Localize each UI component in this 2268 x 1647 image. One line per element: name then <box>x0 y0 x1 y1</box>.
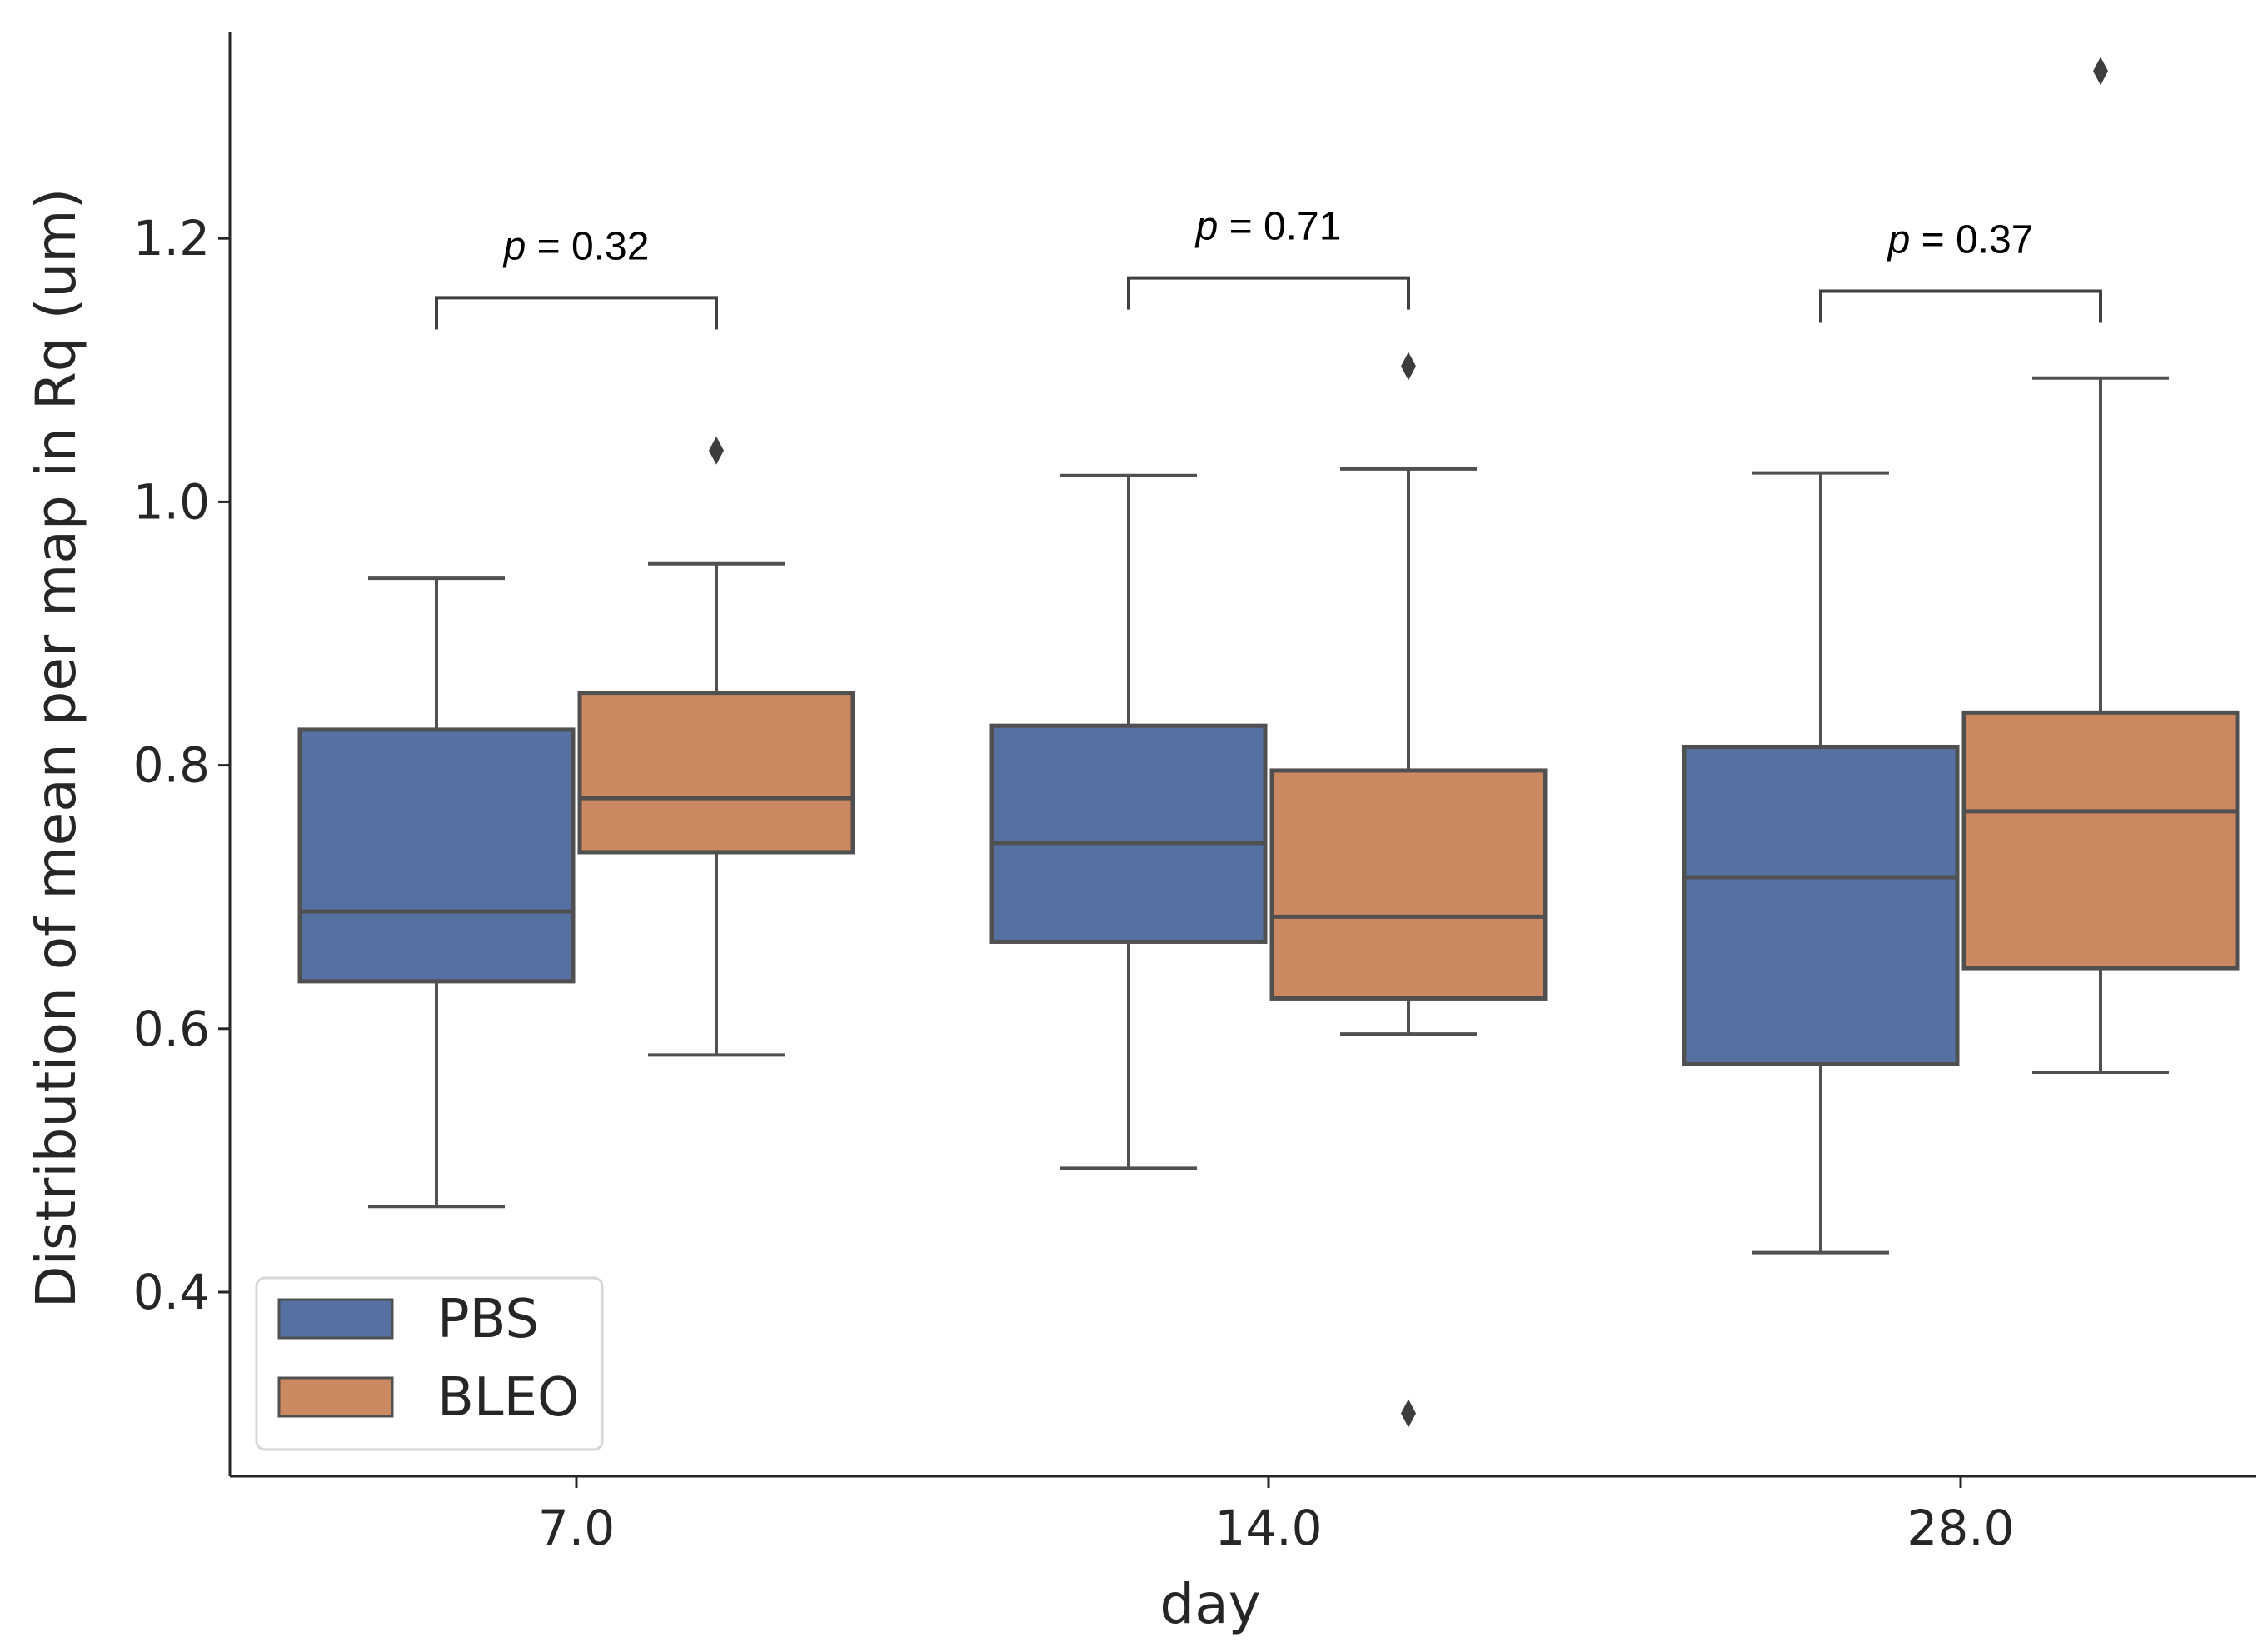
legend-swatch <box>277 1376 394 1418</box>
x-axis-title: day <box>1159 1572 1260 1636</box>
box-pbs-28.0 <box>1682 471 1960 1255</box>
outlier-marker <box>1401 352 1416 381</box>
p-value: = 0.71 <box>1218 205 1341 249</box>
box-iqr <box>1269 768 1548 1001</box>
box-iqr <box>577 691 855 855</box>
y-axis-title: Distribution of mean per map in Rq (um) <box>24 188 88 1309</box>
legend: PBS BLEO <box>255 1276 604 1451</box>
legend-swatch <box>277 1298 394 1340</box>
box-pbs-7.0 <box>297 576 576 1209</box>
box-pbs-14.0 <box>989 473 1268 1170</box>
x-tick-label: 7.0 <box>538 1500 615 1556</box>
y-tick-label: 1.0 <box>133 473 210 530</box>
significance-bracket-14.0: p = 0.71 <box>1127 205 1410 310</box>
axes: 0.4 0.6 0.8 1.0 1.2 7.0 14.0 28.0 day Distributio… <box>24 32 2256 1636</box>
significance-bracket-7.0: p = 0.32 <box>435 224 718 330</box>
legend-label: BLEO <box>437 1367 579 1429</box>
x-tick-label: 14.0 <box>1214 1500 1322 1556</box>
box-bleo-14.0 <box>1269 352 1548 1428</box>
bracket-line <box>435 296 718 330</box>
box-bleo-28.0 <box>1961 57 2240 1074</box>
significance-annotations: p = 0.32 p = 0.71 p = 0.37 <box>435 205 2102 330</box>
legend-item-pbs: PBS <box>277 1289 539 1350</box>
box-bleo-7.0 <box>577 436 855 1057</box>
p-symbol: p <box>1194 205 1219 249</box>
bracket-line <box>1127 276 1410 310</box>
legend-label: PBS <box>437 1289 539 1350</box>
p-value: = 0.37 <box>1910 217 2033 262</box>
bracket-line <box>1819 289 2102 323</box>
y-tick-label: 1.2 <box>133 210 210 267</box>
legend-item-bleo: BLEO <box>277 1367 579 1429</box>
outlier-marker <box>709 436 724 465</box>
p-value-label: p = 0.71 <box>1194 205 1342 249</box>
outlier-marker <box>1401 1399 1416 1428</box>
outlier-marker <box>2093 57 2108 86</box>
x-tick-label: 28.0 <box>1907 1500 2014 1556</box>
p-value-label: p = 0.32 <box>502 224 650 268</box>
box-series <box>297 57 2240 1428</box>
box-iqr <box>1961 710 2240 971</box>
p-symbol: p <box>502 224 526 268</box>
p-value-label: p = 0.37 <box>1887 217 2034 262</box>
y-tick-label: 0.4 <box>133 1264 210 1320</box>
p-symbol: p <box>1887 217 1911 262</box>
y-tick-label: 0.6 <box>133 1001 210 1057</box>
box-iqr <box>297 727 576 984</box>
y-tick-label: 0.8 <box>133 737 210 794</box>
box-iqr <box>1682 744 1960 1066</box>
box-iqr <box>989 723 1268 944</box>
significance-bracket-28.0: p = 0.37 <box>1819 217 2102 323</box>
p-value: = 0.32 <box>526 224 649 268</box>
